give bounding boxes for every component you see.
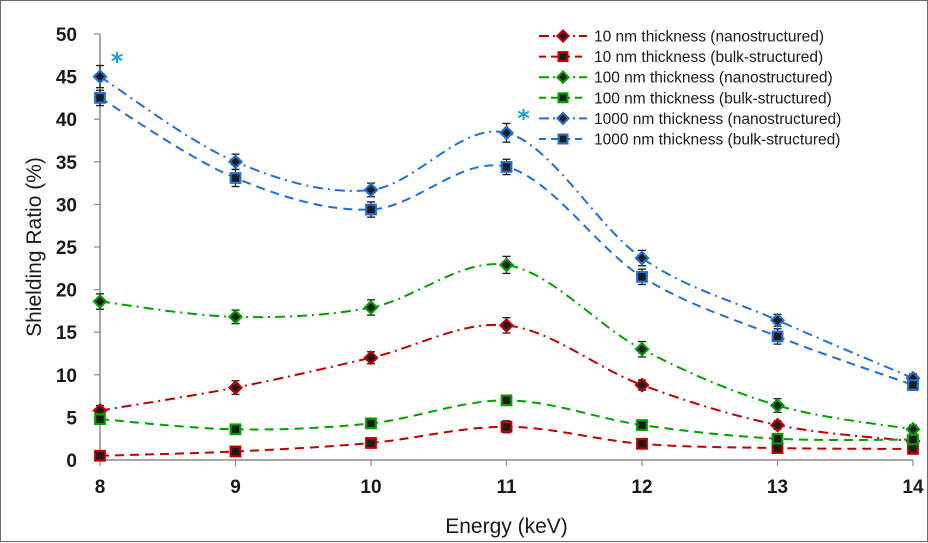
y-tick-label: 5 xyxy=(66,408,77,429)
data-point xyxy=(94,449,106,462)
x-tick-label: 11 xyxy=(496,477,517,498)
x-tick-label: 14 xyxy=(902,477,924,498)
data-point xyxy=(365,417,377,430)
x-tick-label: 8 xyxy=(95,477,106,498)
data-point xyxy=(94,413,106,426)
y-tick-label: 20 xyxy=(56,281,77,302)
data-point xyxy=(907,433,919,446)
data-point xyxy=(907,443,919,455)
data-point xyxy=(905,421,921,437)
legend-item: 100 nm thickness (nanostructured) xyxy=(539,70,833,87)
legend-marker xyxy=(555,28,571,44)
axes: 0 5 10 15 20 25 30 35 40 45 50 8 9 10 11 12 13 14 xyxy=(56,25,924,498)
y-tick-label: 25 xyxy=(56,238,78,259)
legend: 10 nm thickness (nanostructured) 10 nm th… xyxy=(539,29,841,149)
data-point xyxy=(771,442,784,454)
x-tick-label: 13 xyxy=(767,477,788,498)
legend-marker xyxy=(557,92,569,104)
x-tick-label: 9 xyxy=(230,477,241,498)
legend-label: 1000 nm thickness (bulk-structured) xyxy=(594,132,840,149)
legend-item: 100 nm thickness (bulk-structured) xyxy=(539,90,832,107)
x-axis-title: Energy (keV) xyxy=(445,515,568,538)
legend-label: 1000 nm thickness (nanostructured) xyxy=(594,111,841,128)
data-point xyxy=(229,445,242,458)
data-point xyxy=(227,309,244,325)
data-point xyxy=(500,161,513,173)
legend-item: 1000 nm thickness (nanostructured) xyxy=(539,111,841,128)
data-point xyxy=(365,437,377,449)
data-point xyxy=(636,437,648,450)
data-point xyxy=(227,154,244,170)
data-point xyxy=(227,380,244,396)
data-point xyxy=(94,91,106,104)
y-tick-label: 0 xyxy=(66,451,77,472)
data-point xyxy=(498,257,515,273)
data-point xyxy=(771,330,784,343)
y-tick-label: 45 xyxy=(56,68,78,89)
data-point xyxy=(636,419,648,431)
data-point xyxy=(229,423,242,436)
legend-item: 10 nm thickness (nanostructured) xyxy=(539,29,824,46)
data-point xyxy=(363,350,379,366)
data-point xyxy=(363,182,379,198)
data-point xyxy=(500,420,513,433)
x-tick-label: 12 xyxy=(631,477,652,498)
y-tick-label: 30 xyxy=(56,195,77,216)
y-tick-label: 10 xyxy=(56,366,77,387)
data-point xyxy=(229,172,242,184)
legend-marker xyxy=(555,70,571,85)
y-tick-label: 35 xyxy=(56,153,78,174)
legend-marker xyxy=(555,111,571,126)
legend-marker xyxy=(557,133,569,145)
significance-star: * xyxy=(111,47,124,75)
legend-label: 10 nm thickness (nanostructured) xyxy=(594,29,824,46)
data-point xyxy=(92,293,108,310)
data-point xyxy=(498,317,515,333)
legend-label: 10 nm thickness (bulk-structured) xyxy=(594,49,823,66)
data-point xyxy=(771,432,784,445)
data-point xyxy=(92,69,108,85)
legend-item: 1000 nm thickness (bulk-structured) xyxy=(539,132,840,149)
series-markers xyxy=(92,64,921,462)
y-axis-title: Shielding Ratio (%) xyxy=(23,157,46,337)
legend-label: 100 nm thickness (nanostructured) xyxy=(594,70,833,87)
legend-marker xyxy=(557,51,569,63)
data-point xyxy=(907,379,919,391)
legend-item: 10 nm thickness (bulk-structured) xyxy=(539,49,823,66)
data-point xyxy=(498,125,515,141)
data-point xyxy=(634,341,650,357)
y-tick-label: 15 xyxy=(56,323,78,344)
y-tick-label: 40 xyxy=(56,110,77,131)
data-point xyxy=(634,377,650,393)
data-point xyxy=(769,397,786,414)
y-tick-label: 50 xyxy=(56,25,77,46)
annotations: ** xyxy=(111,47,531,132)
data-point xyxy=(634,250,650,266)
data-point xyxy=(636,270,648,283)
significance-star: * xyxy=(517,104,530,132)
data-point xyxy=(769,312,786,328)
x-tick-label: 10 xyxy=(360,477,381,498)
data-point xyxy=(500,394,513,407)
legend-label: 100 nm thickness (bulk-structured) xyxy=(594,90,832,107)
data-point xyxy=(365,203,377,216)
data-point xyxy=(363,299,379,316)
data-point xyxy=(769,417,786,433)
